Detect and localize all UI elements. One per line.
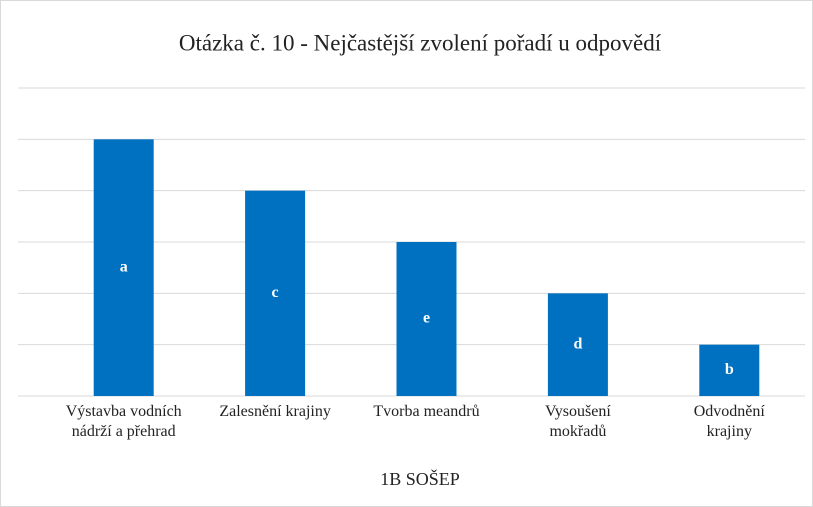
bar-label: d — [573, 335, 582, 352]
bar — [396, 242, 457, 396]
bar-label: a — [120, 258, 128, 275]
x-tick-label: Zalesnění krajiny — [219, 403, 331, 420]
chart-title: Otázka č. 10 - Nejčastější zvolení pořad… — [179, 30, 662, 55]
bar-label: e — [423, 310, 430, 327]
x-axis-title: 1B SOŠEP — [380, 468, 460, 489]
bar-label: b — [725, 361, 734, 378]
bar — [699, 344, 760, 396]
bar-label: c — [272, 284, 279, 301]
x-tick-label: Odvodnění krajiny — [693, 403, 765, 440]
bar — [93, 139, 154, 397]
x-tick-label: Výstavba vodních nádrží a přehrad — [65, 403, 182, 440]
bar — [245, 190, 306, 396]
x-tick-label: Tvorba meandrů — [373, 403, 480, 420]
bar — [547, 293, 608, 396]
x-tick-label: Vysoušení mokřadů — [545, 403, 611, 440]
